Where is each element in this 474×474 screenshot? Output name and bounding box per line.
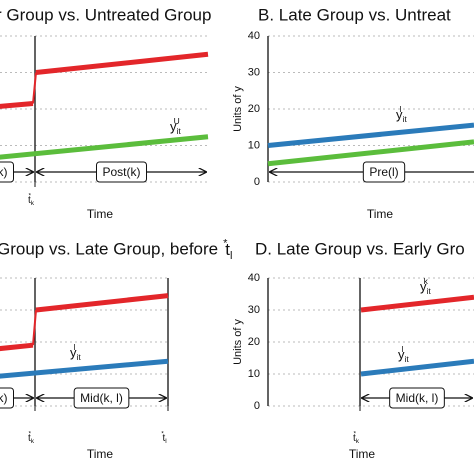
symbol-base: t: [163, 433, 166, 444]
y-tick-label: 10: [248, 368, 260, 380]
symbol: tk*: [353, 430, 360, 445]
period-box: [95, 161, 148, 183]
symbol: yitU: [170, 116, 181, 136]
symbol-sub: l: [165, 438, 167, 445]
symbol-sup: l: [402, 344, 404, 354]
y-tick-label: 20: [248, 103, 260, 115]
symbol-sub: it: [403, 114, 408, 124]
symbol-sub: k: [356, 438, 360, 445]
panel-title: Group vs. Late Group, before: [0, 239, 218, 258]
symbol-sup: *: [29, 192, 32, 199]
series-line: [360, 294, 474, 313]
symbol-sup: *: [223, 237, 228, 249]
y-tick-label: 30: [248, 66, 260, 78]
x-axis-label: Time: [367, 207, 394, 221]
symbol-base: y: [398, 347, 405, 362]
symbol-sup: l: [74, 342, 76, 352]
symbol: tl*: [161, 430, 167, 445]
symbol-base: t: [225, 240, 230, 259]
series-line: [35, 293, 169, 313]
period-box: [0, 161, 14, 183]
symbol-sup: *: [29, 430, 32, 437]
x-axis-label: Time: [87, 447, 114, 461]
panel-title: D. Late Group vs. Early Gro: [255, 239, 465, 258]
symbol-sub: it: [177, 126, 182, 136]
series-line: [267, 139, 474, 167]
period-label: k): [0, 391, 8, 405]
symbol-sup: k: [424, 276, 429, 286]
y-tick-label: 30: [248, 304, 260, 316]
symbol-base: y: [70, 345, 77, 360]
series-line: [360, 358, 474, 377]
panel: r Group vs. Untreated GroupTimetk*yitUk)…: [0, 5, 211, 221]
symbol-sub: it: [77, 352, 82, 362]
symbol: yitl: [398, 344, 409, 364]
series-line: [35, 51, 209, 75]
series-line: [267, 122, 474, 148]
symbol-sup: U: [174, 116, 180, 126]
symbol-sup: *: [354, 430, 357, 437]
period-label: k): [0, 165, 8, 179]
panel-title: B. Late Group vs. Untreat: [258, 5, 451, 24]
jump: [32, 309, 37, 346]
panel: D. Late Group vs. Early Gro 0 10 20 30 40 Unit…: [232, 239, 474, 461]
symbol-base: t: [353, 433, 356, 444]
series-line: [0, 134, 209, 160]
period-label: Pre(l): [369, 165, 398, 179]
symbol-base: t: [28, 433, 31, 444]
series-line: [0, 101, 34, 109]
series-line: [0, 358, 169, 379]
panel: B. Late Group vs. Untreat 0 10 20 30 40 Units …: [232, 5, 474, 221]
symbol-sub: it: [427, 286, 432, 296]
symbol-sup: l: [400, 104, 402, 114]
panel-title: r Group vs. Untreated Group: [0, 5, 211, 24]
symbol-sup: *: [161, 430, 164, 437]
symbol: yitl: [396, 104, 407, 124]
symbol-sub: k: [31, 438, 35, 445]
symbol-base: y: [170, 119, 177, 134]
y-axis-label: Units of y: [232, 319, 244, 365]
period-box: [0, 387, 14, 409]
period-label: Mid(k, l): [396, 391, 439, 405]
symbol: tk*: [28, 430, 35, 445]
y-tick-label: 0: [254, 400, 260, 412]
y-tick-label: 40: [248, 272, 260, 284]
symbol-base: y: [420, 279, 427, 294]
x-axis-label: Time: [87, 207, 114, 221]
symbol: tl*: [223, 237, 232, 262]
y-tick-label: 0: [254, 176, 260, 188]
symbol-sub: l: [230, 250, 232, 262]
period-box: [362, 161, 406, 183]
period-label: Post(k): [102, 165, 140, 179]
symbol-sub: k: [31, 200, 35, 207]
symbol-base: t: [28, 195, 31, 206]
y-tick-label: 10: [248, 139, 260, 151]
x-axis-label: Time: [349, 447, 376, 461]
period-box: [73, 387, 130, 409]
period-box: [389, 387, 445, 409]
symbol-sub: it: [405, 354, 410, 364]
period-label: Mid(k, l): [80, 391, 123, 405]
series-line: [0, 342, 34, 352]
jump: [32, 72, 37, 104]
y-tick-label: 20: [248, 336, 260, 348]
symbol-base: y: [396, 107, 403, 122]
y-tick-label: 40: [248, 30, 260, 42]
symbol: yitl: [70, 342, 81, 362]
symbol: yitk: [420, 276, 431, 296]
y-axis-label: Units of y: [232, 86, 244, 132]
symbol: tk*: [28, 192, 35, 207]
